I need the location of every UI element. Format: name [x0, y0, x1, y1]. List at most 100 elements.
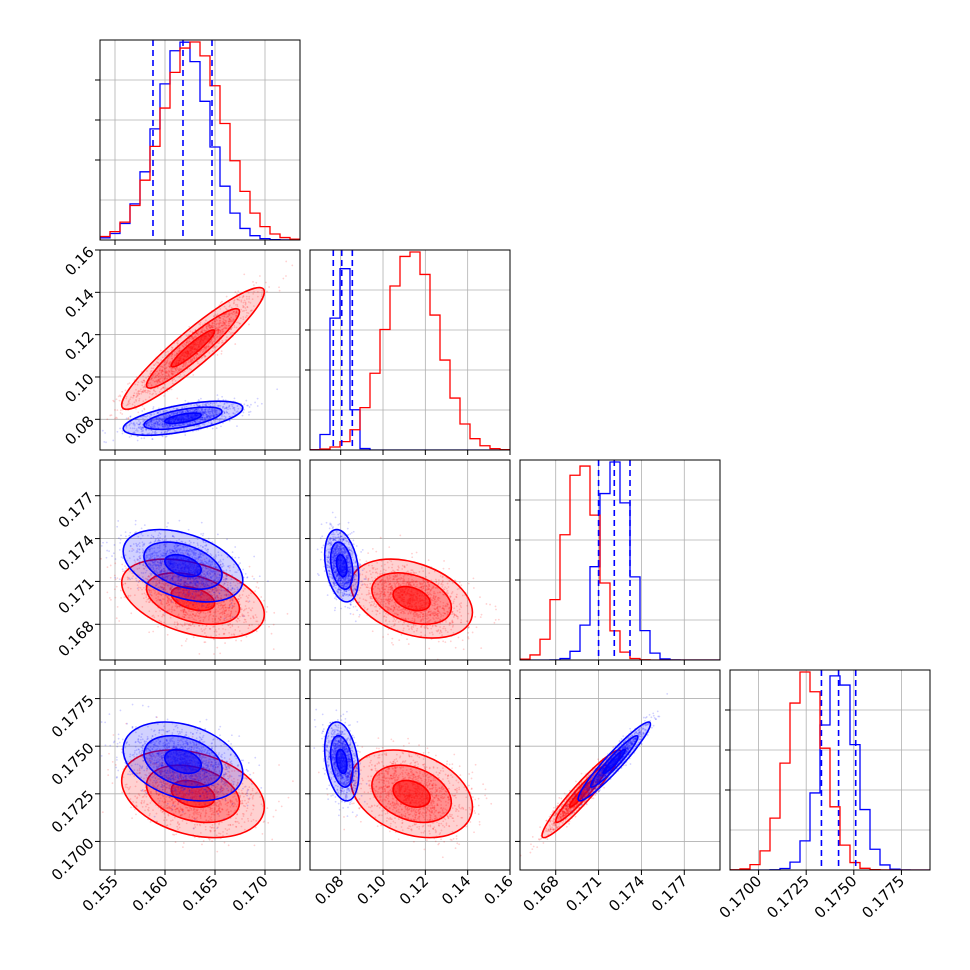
- sample-point: [169, 361, 171, 363]
- sample-point: [153, 389, 155, 392]
- sample-point: [209, 326, 212, 329]
- sample-point: [261, 293, 263, 296]
- sample-point: [170, 354, 173, 356]
- sample-point: [145, 423, 148, 425]
- sample-point: [232, 313, 234, 316]
- sample-point: [235, 309, 238, 311]
- sample-point: [140, 430, 143, 433]
- sample-point: [244, 307, 247, 309]
- sample-point: [203, 423, 206, 426]
- sample-point: [225, 316, 228, 319]
- sample-point: [157, 362, 160, 364]
- sample-point: [125, 417, 128, 420]
- sample-point: [183, 428, 185, 431]
- sample-point: [231, 616, 234, 618]
- sample-point: [162, 426, 165, 429]
- sample-point: [219, 322, 222, 324]
- sample-point: [162, 380, 164, 383]
- sample-point: [211, 338, 214, 340]
- sample-point: [256, 290, 259, 293]
- sample-point: [143, 419, 146, 422]
- sample-point: [235, 310, 238, 313]
- sample-point: [130, 612, 133, 615]
- sample-point: [142, 389, 145, 392]
- sample-point: [154, 374, 157, 377]
- sample-point: [163, 367, 166, 370]
- sample-point: [140, 428, 143, 431]
- sample-point: [216, 313, 219, 316]
- sample-point: [184, 422, 186, 425]
- sample-point: [132, 432, 135, 434]
- sample-point: [218, 316, 221, 319]
- sample-point: [215, 413, 218, 416]
- sample-point: [115, 398, 118, 401]
- sample-point: [162, 409, 165, 412]
- sample-point: [215, 329, 218, 332]
- sample-point: [224, 417, 227, 420]
- sample-point: [210, 414, 213, 417]
- sample-point: [214, 327, 217, 330]
- sample-point: [193, 355, 195, 358]
- sample-point: [233, 324, 236, 327]
- sample-point: [143, 385, 146, 387]
- sample-point: [174, 369, 177, 371]
- sample-point: [132, 422, 135, 425]
- sample-point: [105, 441, 107, 444]
- sample-point: [176, 368, 179, 370]
- sample-point: [282, 277, 285, 280]
- sample-point: [157, 378, 160, 381]
- sample-point: [151, 375, 154, 377]
- sample-point: [223, 315, 225, 318]
- sample-point: [181, 409, 184, 412]
- sample-point: [162, 375, 165, 378]
- sample-point: [158, 417, 161, 420]
- sample-point: [213, 322, 216, 325]
- sample-point: [154, 372, 157, 375]
- sample-point: [161, 422, 164, 425]
- sample-point: [212, 416, 215, 418]
- sample-point: [181, 411, 184, 413]
- sample-point: [109, 564, 112, 567]
- sample-point: [187, 423, 189, 426]
- sample-point: [172, 367, 175, 370]
- sample-point: [184, 344, 187, 346]
- sample-point: [177, 424, 180, 427]
- sample-point: [212, 415, 215, 417]
- sample-point: [131, 427, 134, 430]
- sample-point: [100, 545, 103, 547]
- sample-point: [254, 401, 256, 404]
- sample-point: [144, 383, 147, 386]
- sample-point: [205, 319, 207, 322]
- sample-point: [138, 390, 141, 393]
- sample-point: [154, 423, 157, 426]
- sample-point: [203, 346, 206, 349]
- sample-point: [219, 321, 221, 324]
- sample-point: [109, 576, 112, 579]
- sample-point: [218, 417, 221, 420]
- sample-point: [127, 417, 130, 420]
- sample-point: [225, 339, 227, 341]
- sample-point: [191, 359, 193, 361]
- sample-point: [141, 426, 144, 429]
- sample-point: [157, 379, 160, 381]
- sample-point: [151, 426, 153, 429]
- sample-point: [157, 375, 160, 378]
- sample-point: [222, 398, 225, 401]
- sample-point: [201, 327, 204, 330]
- sample-point: [167, 365, 170, 368]
- sample-point: [169, 376, 171, 379]
- sample-point: [138, 423, 141, 426]
- sample-point: [178, 367, 181, 370]
- sample-point: [228, 416, 231, 418]
- sample-point: [156, 380, 159, 383]
- sample-point: [179, 425, 182, 427]
- sample-point: [137, 392, 140, 394]
- sample-point: [160, 359, 163, 361]
- sample-point: [209, 325, 212, 327]
- sample-point: [211, 322, 214, 325]
- sample-point: [233, 299, 236, 301]
- sample-point: [225, 407, 228, 410]
- sample-point: [212, 413, 215, 416]
- sample-point: [211, 325, 214, 328]
- sample-point: [243, 403, 246, 406]
